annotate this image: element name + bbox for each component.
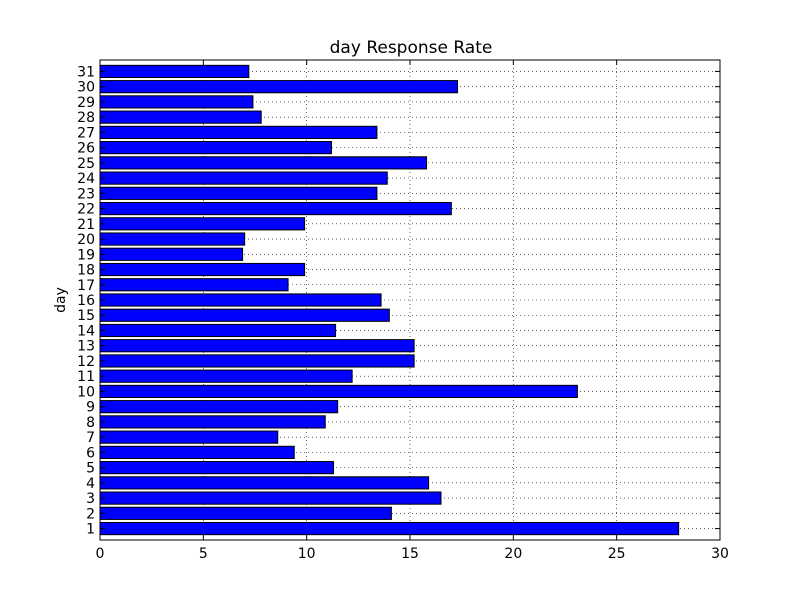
bar: [99, 201, 452, 216]
bar: [99, 400, 339, 414]
y-tick-label: 24: [77, 171, 95, 187]
y-tick-label: 9: [86, 400, 95, 416]
ticks: [99, 60, 721, 540]
bar: [99, 262, 306, 277]
bar: [99, 461, 335, 475]
bar: [99, 125, 378, 139]
y-tick-label: 13: [77, 339, 95, 355]
y-tick-label: 17: [77, 278, 95, 294]
y-tick-label: 31: [77, 64, 95, 80]
bar: [99, 278, 289, 292]
bar: [99, 506, 392, 520]
bar: [99, 95, 254, 109]
y-tick-label: 18: [77, 263, 95, 279]
bar: [99, 354, 415, 368]
y-tick-label: 14: [77, 323, 95, 339]
y-tick-label: 25: [77, 156, 95, 172]
y-tick-label: 12: [77, 354, 95, 370]
bar: [99, 430, 279, 444]
bar: [99, 110, 262, 124]
y-tick-label: 30: [77, 80, 95, 96]
bars: [99, 64, 680, 536]
bar: [99, 156, 428, 170]
y-tick-label: 2: [86, 506, 95, 522]
y-tick-label: 3: [86, 491, 95, 507]
bar: [99, 308, 390, 322]
y-tick-label: 7: [86, 430, 95, 446]
x-tick-label: 0: [96, 546, 105, 562]
y-tick-label: 1: [86, 522, 95, 538]
bar: [99, 186, 378, 200]
y-tick-label: 11: [77, 369, 95, 385]
bar: [99, 171, 388, 185]
x-tick-label: 20: [504, 546, 522, 562]
x-tick-label: 25: [608, 546, 626, 562]
y-tick-label: 23: [77, 186, 95, 202]
x-tick-label: 5: [199, 546, 208, 562]
y-tick-label: 19: [77, 247, 95, 263]
bar: [99, 491, 442, 505]
y-tick-label: 6: [86, 445, 95, 461]
y-tick-label: 26: [77, 141, 95, 157]
y-tick-label: 15: [77, 308, 95, 324]
y-tick-label: 27: [77, 125, 95, 141]
plot-frame: [99, 59, 721, 541]
bar: [99, 339, 415, 353]
bar: [99, 232, 246, 246]
bar: [99, 64, 250, 79]
bar: [99, 369, 353, 383]
y-tick-label: 29: [77, 95, 95, 111]
x-tick-label: 15: [401, 546, 419, 562]
y-axis-label: day: [53, 287, 69, 313]
y-tick-labels: 1234567891011121314151617181920212223242…: [77, 64, 95, 537]
bar: [99, 141, 332, 155]
bar: [99, 293, 382, 307]
y-tick-label: 21: [77, 217, 95, 233]
bar: [99, 323, 337, 338]
bar: [99, 476, 430, 490]
bar: [99, 247, 244, 261]
x-tick-label: 10: [298, 546, 316, 562]
y-tick-label: 22: [77, 202, 95, 218]
bar: [99, 445, 295, 459]
x-tick-label: 30: [711, 546, 729, 562]
bar: [99, 80, 459, 94]
y-tick-label: 20: [77, 232, 95, 248]
bar: [99, 521, 680, 536]
y-tick-label: 8: [86, 415, 95, 431]
x-tick-labels: 0 5 10 15 20 25 30: [96, 546, 729, 562]
y-tick-label: 4: [86, 476, 95, 492]
y-tick-label: 16: [77, 293, 95, 309]
chart-title: day Response Rate: [330, 38, 493, 58]
y-tick-label: 10: [77, 384, 95, 400]
bar: [99, 217, 306, 231]
y-tick-label: 5: [86, 461, 95, 477]
bar: [99, 384, 578, 399]
bar: [99, 415, 326, 429]
y-tick-label: 28: [77, 110, 95, 126]
